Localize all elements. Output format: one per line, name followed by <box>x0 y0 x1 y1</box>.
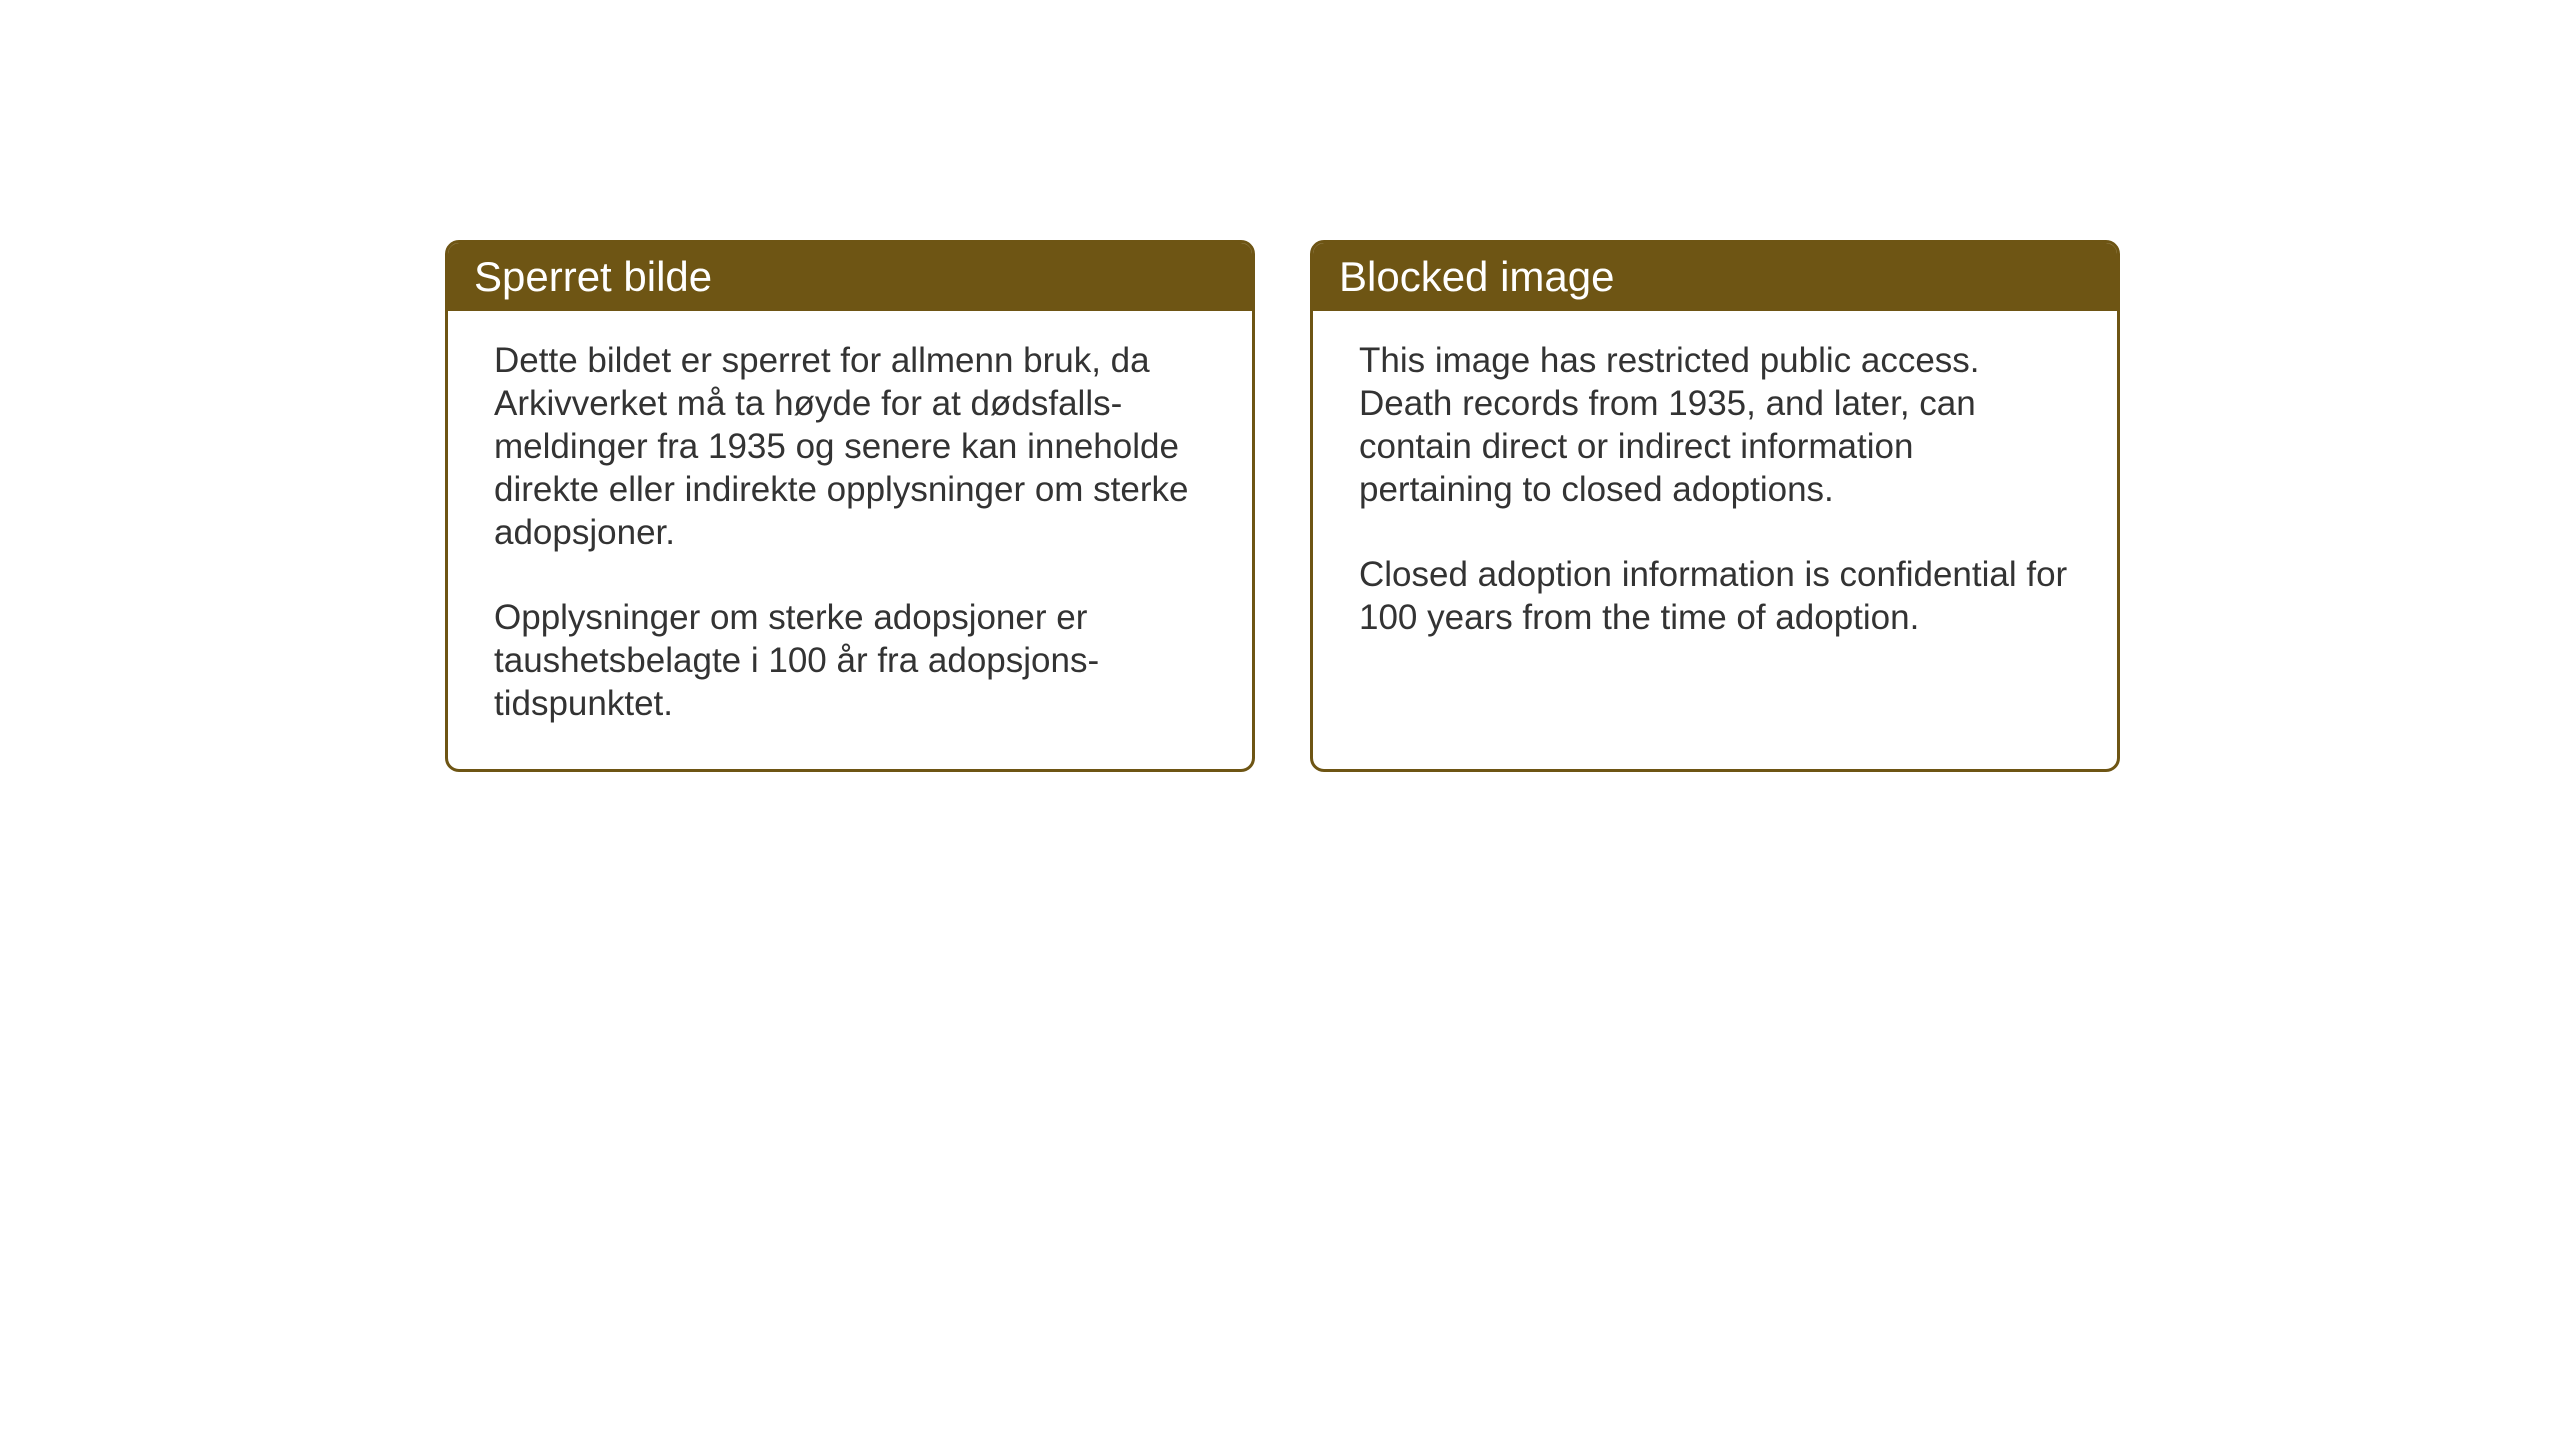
english-notice-card: Blocked image This image has restricted … <box>1310 240 2120 772</box>
norwegian-card-body: Dette bildet er sperret for allmenn bruk… <box>448 311 1252 769</box>
norwegian-paragraph-2: Opplysninger om sterke adopsjoner er tau… <box>494 596 1206 725</box>
norwegian-notice-card: Sperret bilde Dette bildet er sperret fo… <box>445 240 1255 772</box>
norwegian-card-title: Sperret bilde <box>448 243 1252 311</box>
english-card-body: This image has restricted public access.… <box>1313 311 2117 683</box>
notice-cards-container: Sperret bilde Dette bildet er sperret fo… <box>445 240 2120 772</box>
norwegian-paragraph-1: Dette bildet er sperret for allmenn bruk… <box>494 339 1206 554</box>
english-paragraph-1: This image has restricted public access.… <box>1359 339 2071 511</box>
english-card-title: Blocked image <box>1313 243 2117 311</box>
english-paragraph-2: Closed adoption information is confident… <box>1359 553 2071 639</box>
